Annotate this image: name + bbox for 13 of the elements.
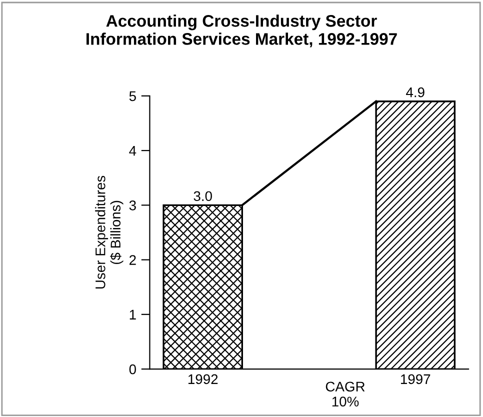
- text: CAGR 10%: [326, 382, 365, 406]
- y-tick-label: 3: [129, 200, 136, 210]
- y-axis-title: User Expenditures ($ Billions): [95, 176, 124, 289]
- x-tick-label: 1997: [400, 374, 430, 384]
- x-tick-label: 1992: [188, 374, 218, 384]
- y-tick-label: 1: [130, 310, 136, 320]
- y-tick-label: 4: [129, 146, 136, 156]
- y-tick-label: 2: [130, 255, 136, 265]
- chart-title: Accounting Cross-Industry Sector Information Services Market, 1992-1997: [86, 14, 397, 48]
- y-tick-label: 5: [129, 91, 136, 102]
- data-label: 3.0: [194, 191, 212, 202]
- data-label: 4.9: [406, 87, 424, 98]
- y-tick-label: 0: [129, 364, 136, 374]
